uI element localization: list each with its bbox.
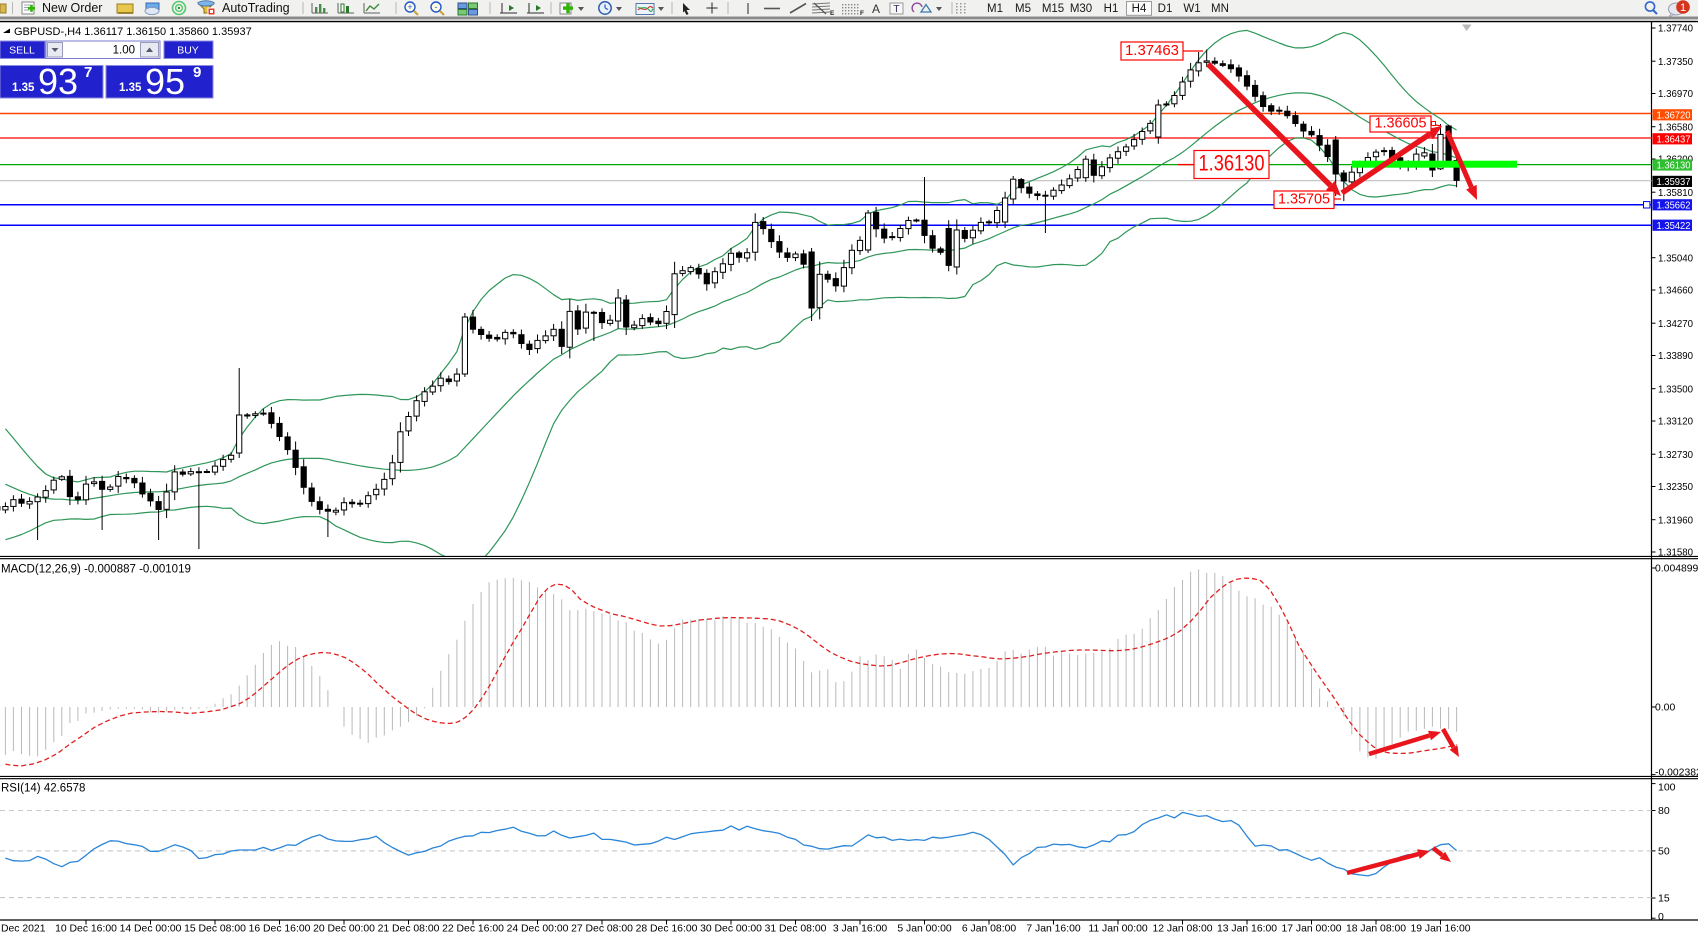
svg-text:T: T bbox=[893, 3, 900, 15]
svg-text:1.34270: 1.34270 bbox=[1658, 318, 1693, 330]
svg-text:M5: M5 bbox=[1015, 3, 1031, 15]
svg-text:20 Dec 00:00: 20 Dec 00:00 bbox=[313, 924, 375, 935]
svg-text:6 Jan 08:00: 6 Jan 08:00 bbox=[962, 924, 1017, 935]
svg-text:1.35040: 1.35040 bbox=[1658, 252, 1693, 264]
svg-text:1.31960: 1.31960 bbox=[1658, 514, 1693, 526]
svg-text:1.35662: 1.35662 bbox=[1657, 200, 1691, 212]
svg-text:BUY: BUY bbox=[177, 45, 199, 57]
svg-text:93: 93 bbox=[38, 61, 78, 102]
svg-text:50: 50 bbox=[1658, 846, 1670, 858]
svg-text:MACD(12,26,9) -0.000887 -0.001: MACD(12,26,9) -0.000887 -0.001019 bbox=[1, 564, 191, 576]
svg-text:1.34660: 1.34660 bbox=[1658, 285, 1693, 297]
svg-text:1.35705: 1.35705 bbox=[1278, 191, 1330, 208]
svg-text:1.36605: 1.36605 bbox=[1375, 115, 1427, 132]
svg-text:D1: D1 bbox=[1158, 3, 1173, 15]
svg-text:10 Dec 16:00: 10 Dec 16:00 bbox=[55, 924, 117, 935]
svg-text:1.36437: 1.36437 bbox=[1657, 134, 1691, 146]
svg-text:M15: M15 bbox=[1042, 3, 1064, 15]
svg-text:1.35937: 1.35937 bbox=[1657, 176, 1691, 188]
svg-text:1: 1 bbox=[1680, 2, 1686, 14]
svg-text:SELL: SELL bbox=[9, 45, 35, 57]
svg-text:22 Dec 16:00: 22 Dec 16:00 bbox=[442, 924, 504, 935]
svg-text:A: A bbox=[872, 2, 880, 16]
svg-text:3 Jan 16:00: 3 Jan 16:00 bbox=[833, 924, 888, 935]
svg-text:18 Jan 08:00: 18 Jan 08:00 bbox=[1346, 924, 1406, 935]
svg-text:12 Jan 08:00: 12 Jan 08:00 bbox=[1152, 924, 1212, 935]
svg-text:W1: W1 bbox=[1183, 3, 1200, 15]
svg-text:80: 80 bbox=[1658, 805, 1670, 817]
svg-text:7: 7 bbox=[84, 64, 92, 81]
svg-text:1.35422: 1.35422 bbox=[1657, 220, 1691, 232]
svg-text:1.33890: 1.33890 bbox=[1658, 350, 1693, 362]
svg-text:95: 95 bbox=[145, 61, 185, 102]
svg-text:100: 100 bbox=[1658, 782, 1676, 794]
svg-text:1.36130: 1.36130 bbox=[1657, 160, 1691, 172]
svg-text:11 Jan 00:00: 11 Jan 00:00 bbox=[1088, 924, 1148, 935]
svg-text:1.37463: 1.37463 bbox=[1125, 42, 1179, 59]
svg-text:New Order: New Order bbox=[42, 1, 102, 15]
svg-text:19 Jan 16:00: 19 Jan 16:00 bbox=[1410, 924, 1470, 935]
svg-text:0: 0 bbox=[1658, 911, 1664, 923]
svg-text:-: - bbox=[435, 2, 438, 12]
svg-text:1.37740: 1.37740 bbox=[1658, 23, 1693, 35]
svg-text:M1: M1 bbox=[987, 3, 1003, 15]
svg-text:17 Jan 00:00: 17 Jan 00:00 bbox=[1281, 924, 1341, 935]
svg-text:Dec 2021: Dec 2021 bbox=[1, 924, 46, 935]
svg-text:13 Jan 16:00: 13 Jan 16:00 bbox=[1217, 924, 1277, 935]
svg-text:1.36720: 1.36720 bbox=[1657, 110, 1691, 122]
svg-text:1.35: 1.35 bbox=[12, 82, 35, 94]
svg-text:21 Dec 08:00: 21 Dec 08:00 bbox=[378, 924, 440, 935]
svg-text:9: 9 bbox=[193, 64, 201, 81]
svg-text:1.33120: 1.33120 bbox=[1658, 416, 1693, 428]
svg-text:RSI(14) 42.6578: RSI(14) 42.6578 bbox=[1, 783, 85, 795]
svg-text:+: + bbox=[407, 2, 412, 12]
svg-text:H1: H1 bbox=[1104, 3, 1119, 15]
svg-text:M30: M30 bbox=[1070, 3, 1092, 15]
svg-text:AutoTrading: AutoTrading bbox=[222, 1, 290, 15]
svg-text:1.37350: 1.37350 bbox=[1658, 56, 1693, 68]
svg-text:0.004899: 0.004899 bbox=[1655, 564, 1698, 575]
svg-text:1.35: 1.35 bbox=[119, 82, 142, 94]
svg-text:15 Dec 08:00: 15 Dec 08:00 bbox=[184, 924, 246, 935]
svg-text:27 Dec 08:00: 27 Dec 08:00 bbox=[571, 924, 633, 935]
svg-text:31 Dec 08:00: 31 Dec 08:00 bbox=[765, 924, 827, 935]
svg-text:16 Dec 16:00: 16 Dec 16:00 bbox=[249, 924, 311, 935]
svg-text:MN: MN bbox=[1211, 3, 1229, 15]
svg-text:5 Jan 00:00: 5 Jan 00:00 bbox=[897, 924, 952, 935]
svg-text:H4: H4 bbox=[1132, 3, 1147, 15]
svg-text:1.00: 1.00 bbox=[113, 45, 135, 57]
svg-text:0.00: 0.00 bbox=[1655, 703, 1675, 714]
svg-text:7 Jan 16:00: 7 Jan 16:00 bbox=[1026, 924, 1081, 935]
svg-text:1.35810: 1.35810 bbox=[1658, 187, 1693, 199]
svg-text:1.36580: 1.36580 bbox=[1658, 121, 1693, 133]
svg-text:24 Dec 00:00: 24 Dec 00:00 bbox=[507, 924, 569, 935]
svg-text:E: E bbox=[830, 10, 835, 17]
svg-text:28 Dec 16:00: 28 Dec 16:00 bbox=[636, 924, 698, 935]
svg-text:1.33500: 1.33500 bbox=[1658, 383, 1693, 395]
svg-text:1.32730: 1.32730 bbox=[1658, 449, 1693, 461]
svg-text:1.36130: 1.36130 bbox=[1199, 151, 1265, 176]
svg-text:-0.002382: -0.002382 bbox=[1655, 768, 1698, 779]
svg-text:F: F bbox=[860, 10, 864, 17]
svg-text:1.32350: 1.32350 bbox=[1658, 481, 1693, 493]
svg-text:1.31580: 1.31580 bbox=[1658, 547, 1693, 559]
svg-text:1.36970: 1.36970 bbox=[1658, 88, 1693, 100]
svg-text:30 Dec 00:00: 30 Dec 00:00 bbox=[700, 924, 762, 935]
svg-text:GBPUSD-,H4 1.36117 1.36150 1.: GBPUSD-,H4 1.36117 1.36150 1.35860 1.359… bbox=[14, 26, 252, 38]
svg-text:14 Dec 00:00: 14 Dec 00:00 bbox=[120, 924, 182, 935]
svg-text:15: 15 bbox=[1658, 893, 1670, 905]
